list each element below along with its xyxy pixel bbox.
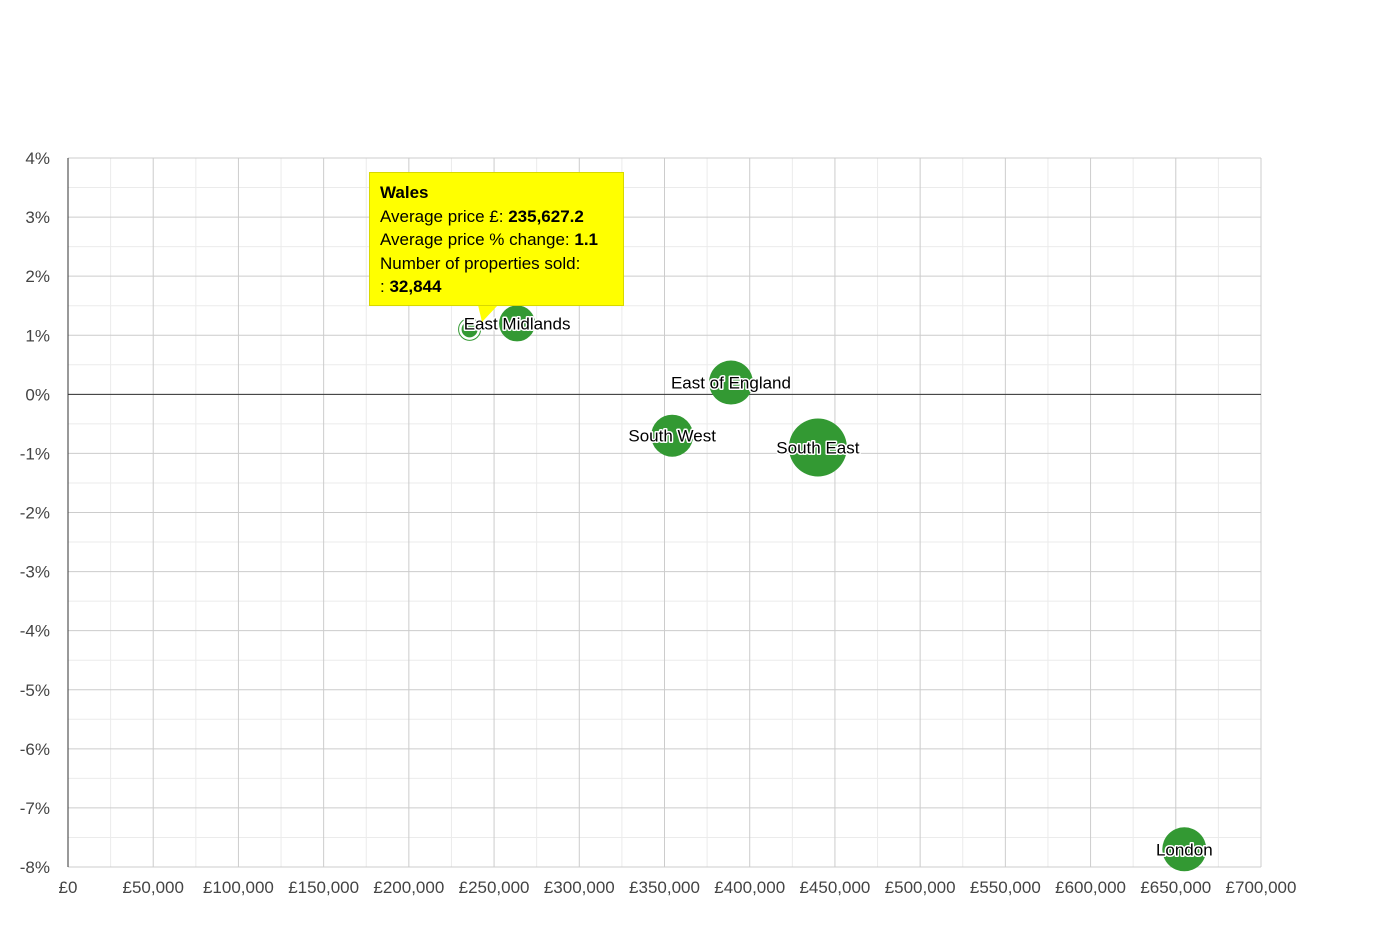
bubble-east-midlands bbox=[499, 305, 536, 342]
y-tick-label: 1% bbox=[25, 326, 50, 345]
y-tick-label: 2% bbox=[25, 267, 50, 286]
x-tick-label: £450,000 bbox=[799, 878, 870, 897]
x-tick-label: £400,000 bbox=[714, 878, 785, 897]
y-tick-label: -8% bbox=[20, 858, 50, 877]
x-tick-label: £150,000 bbox=[288, 878, 359, 897]
x-tick-label: £500,000 bbox=[885, 878, 956, 897]
bubble-label: South West bbox=[628, 427, 716, 446]
x-tick-label: £50,000 bbox=[122, 878, 183, 897]
x-tick-label: £350,000 bbox=[629, 878, 700, 897]
y-tick-label: 0% bbox=[25, 385, 50, 404]
y-tick-label: -3% bbox=[20, 563, 50, 582]
axes bbox=[67, 158, 1261, 867]
x-tick-label: £0 bbox=[59, 878, 78, 897]
tooltip-sold-prefix: : bbox=[380, 277, 385, 296]
tooltip-change-label: Average price % change: bbox=[380, 230, 570, 249]
y-tick-label: -7% bbox=[20, 799, 50, 818]
bubble-wales bbox=[461, 321, 478, 338]
x-tick-label: £250,000 bbox=[459, 878, 530, 897]
y-axis-ticks: 4% 3% 2% 1% 0% -1% -2% -3% -4% -5% -6% -7% -8% bbox=[20, 149, 50, 877]
tooltip-change-value: 1.1 bbox=[574, 230, 599, 249]
x-tick-label: £300,000 bbox=[544, 878, 615, 897]
grid-major bbox=[68, 157, 1262, 868]
y-tick-label: -6% bbox=[20, 740, 50, 759]
tooltip-sold-label: Number of properties sold: bbox=[380, 253, 581, 273]
bubble-london bbox=[1162, 827, 1207, 872]
bubble-south-west bbox=[651, 414, 694, 457]
x-tick-label: £650,000 bbox=[1140, 878, 1211, 897]
tooltip-pointer bbox=[478, 305, 498, 322]
y-tick-label: -4% bbox=[20, 622, 50, 641]
tooltip-price-label: Average price £: bbox=[380, 206, 504, 226]
x-tick-label: £100,000 bbox=[203, 878, 274, 897]
y-tick-label: 4% bbox=[25, 149, 50, 168]
bubble-label: East of England bbox=[671, 374, 791, 393]
tooltip: Wales Average price £: 235,627.2 Average… bbox=[369, 172, 624, 306]
tooltip-price-value: 235,627.2 bbox=[508, 206, 584, 226]
tooltip-arrow bbox=[478, 305, 498, 322]
y-tick-label: -2% bbox=[20, 504, 50, 523]
x-tick-label: £600,000 bbox=[1055, 878, 1126, 897]
x-tick-label: £550,000 bbox=[970, 878, 1041, 897]
bubble-south-east bbox=[788, 418, 847, 477]
bubble-east-of-england bbox=[708, 360, 753, 405]
y-tick-label: -1% bbox=[20, 444, 50, 463]
bubble-label: London bbox=[1156, 840, 1213, 859]
x-tick-label: £700,000 bbox=[1226, 878, 1297, 897]
bubbles bbox=[458, 305, 1207, 872]
x-tick-label: £200,000 bbox=[373, 878, 444, 897]
tooltip-sold-value: 32,844 bbox=[389, 277, 442, 296]
y-tick-label: -5% bbox=[20, 681, 50, 700]
bubble-label: East Midlands bbox=[464, 314, 571, 333]
bubble-label: South East bbox=[776, 439, 859, 458]
x-axis-ticks: £0 £50,000 £100,000 £150,000 £200,000 £250,00… bbox=[59, 878, 1297, 897]
bubble-labels: East Midlands East of England South West So… bbox=[462, 313, 1214, 861]
y-tick-label: 3% bbox=[25, 208, 50, 227]
tooltip-title: Wales bbox=[380, 183, 429, 202]
